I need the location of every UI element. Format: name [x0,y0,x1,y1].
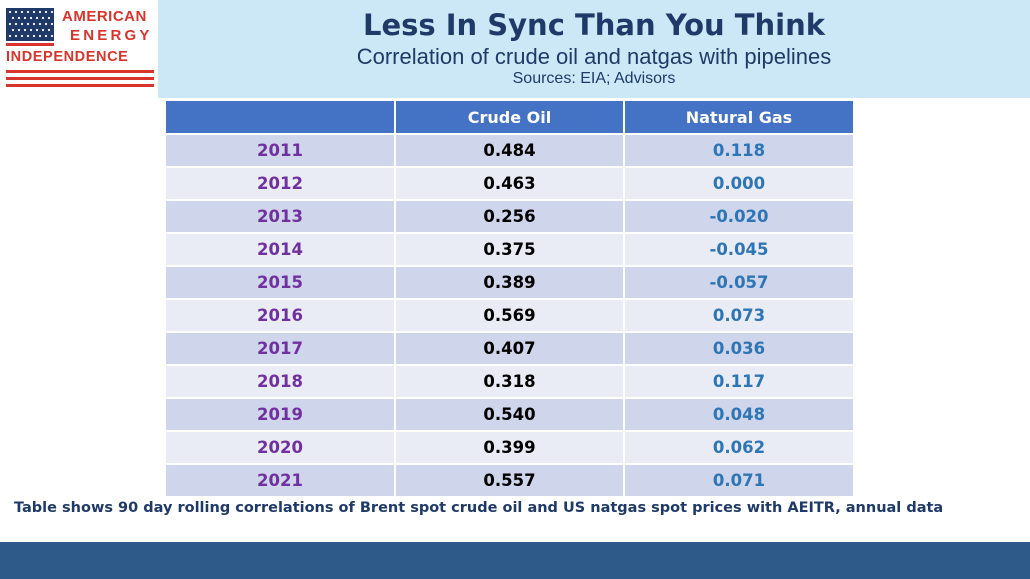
table-header-row: Crude Oil Natural Gas [166,101,853,134]
crude-oil-cell: 0.407 [394,331,624,365]
column-header-year [166,101,395,134]
crude-oil-cell: 0.463 [394,166,624,200]
crude-oil-cell: 0.389 [394,265,624,299]
table-row: 2013 0.256 -0.020 [166,199,853,233]
crude-oil-cell: 0.484 [394,133,624,167]
table-row: 2020 0.399 0.062 [166,430,853,464]
crude-oil-cell: 0.399 [394,430,624,464]
year-cell: 2013 [166,199,395,233]
crude-oil-cell: 0.256 [394,199,624,233]
table-row: 2016 0.569 0.073 [166,298,853,332]
year-cell: 2012 [166,166,395,200]
crude-oil-cell: 0.375 [394,232,624,266]
year-cell: 2014 [166,232,395,266]
correlation-table: Crude Oil Natural Gas 2011 0.484 0.118 2… [166,101,853,496]
natural-gas-cell: 0.073 [623,298,853,332]
logo-text-independence: INDEPENDENCE [6,49,129,65]
natural-gas-cell: 0.062 [623,430,853,464]
table-row: 2012 0.463 0.000 [166,166,853,200]
table-row: 2019 0.540 0.048 [166,397,853,431]
slide-subtitle: Correlation of crude oil and natgas with… [356,44,832,69]
table-row: 2018 0.318 0.117 [166,364,853,398]
natural-gas-cell: 0.118 [623,133,853,167]
year-cell: 2018 [166,364,395,398]
sources-note: Sources: EIA; Advisors [512,70,676,87]
logo-stripes [6,70,154,91]
natural-gas-cell: 0.071 [623,463,853,496]
year-cell: 2020 [166,430,395,464]
natural-gas-cell: -0.020 [623,199,853,233]
title-banner: Less In Sync Than You Think Correlation … [158,0,1030,98]
natural-gas-cell: 0.036 [623,331,853,365]
table-footnote: Table shows 90 day rolling correlations … [14,500,944,516]
logo-text-american: AMERICAN [62,8,147,25]
company-logo: AMERICAN ENERGY INDEPENDENCE [6,6,154,96]
crude-oil-cell: 0.318 [394,364,624,398]
column-header-natural-gas: Natural Gas [623,101,853,134]
natural-gas-cell: 0.048 [623,397,853,431]
table-row: 2015 0.389 -0.057 [166,265,853,299]
natural-gas-cell: 0.000 [623,166,853,200]
column-header-crude-oil: Crude Oil [394,101,624,134]
crude-oil-cell: 0.569 [394,298,624,332]
crude-oil-cell: 0.557 [394,463,624,496]
footer-bar [0,542,1030,579]
year-cell: 2019 [166,397,395,431]
table-row: 2021 0.557 0.071 [166,463,853,496]
crude-oil-cell: 0.540 [394,397,624,431]
us-flag-icon [6,8,54,46]
year-cell: 2021 [166,463,395,496]
table-row: 2017 0.407 0.036 [166,331,853,365]
table-row: 2011 0.484 0.118 [166,133,853,167]
natural-gas-cell: -0.057 [623,265,853,299]
year-cell: 2017 [166,331,395,365]
natural-gas-cell: 0.117 [623,364,853,398]
year-cell: 2016 [166,298,395,332]
slide-title: Less In Sync Than You Think [362,8,826,42]
year-cell: 2011 [166,133,395,167]
natural-gas-cell: -0.045 [623,232,853,266]
table-row: 2014 0.375 -0.045 [166,232,853,266]
logo-text-energy: ENERGY [70,27,153,44]
year-cell: 2015 [166,265,395,299]
